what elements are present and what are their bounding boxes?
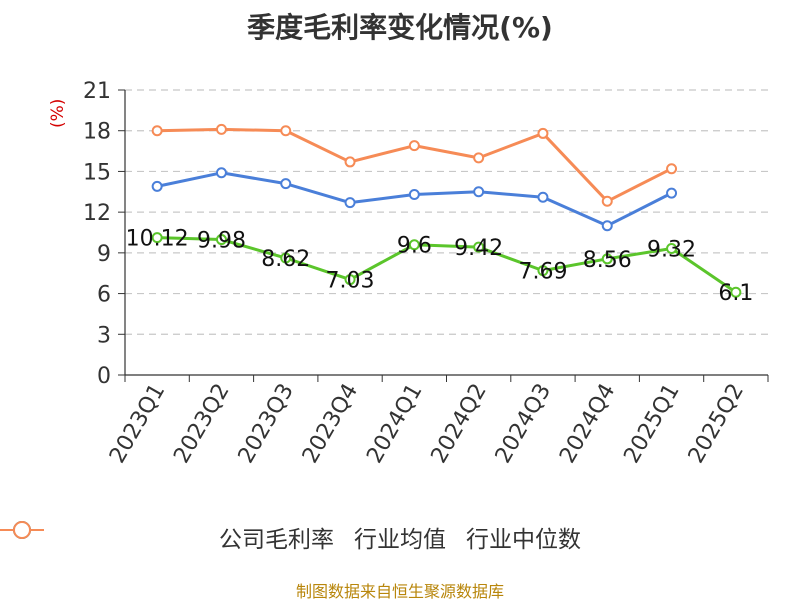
x-tick-label: 2023Q2 bbox=[169, 380, 234, 468]
data-label: 6.1 bbox=[718, 281, 753, 306]
y-tick-label: 21 bbox=[83, 79, 111, 104]
data-label: 10.12 bbox=[126, 227, 189, 252]
y-tick-label: 6 bbox=[97, 283, 111, 308]
data-point bbox=[151, 232, 163, 244]
data-point bbox=[215, 234, 227, 246]
data-point bbox=[473, 186, 485, 198]
data-point bbox=[473, 152, 485, 164]
data-point bbox=[344, 197, 356, 209]
legend: 公司毛利率 行业均值 行业中位数 bbox=[0, 520, 800, 554]
y-tick-label: 0 bbox=[97, 364, 111, 389]
data-point bbox=[280, 252, 292, 264]
data-point bbox=[151, 180, 163, 192]
y-tick-label: 9 bbox=[97, 242, 111, 267]
data-point bbox=[537, 265, 549, 277]
data-point bbox=[344, 274, 356, 286]
legend-label: 行业中位数 bbox=[466, 527, 581, 553]
data-point bbox=[408, 140, 420, 152]
y-tick-label: 15 bbox=[83, 160, 111, 185]
x-tick-label: 2025Q1 bbox=[619, 380, 684, 468]
data-label: 7.03 bbox=[326, 269, 375, 294]
x-tick-label: 2023Q3 bbox=[234, 380, 299, 468]
legend-item-company[interactable]: 公司毛利率 bbox=[0, 520, 334, 554]
data-source-note: 制图数据来自恒生聚源数据库 bbox=[295, 582, 504, 601]
data-point bbox=[408, 189, 420, 200]
data-point bbox=[473, 241, 485, 253]
data-point bbox=[215, 123, 227, 135]
data-label: 8.56 bbox=[583, 248, 632, 273]
data-point bbox=[666, 243, 678, 255]
data-label: 9.6 bbox=[397, 234, 432, 259]
data-point bbox=[601, 195, 613, 207]
data-point bbox=[408, 239, 420, 251]
data-point bbox=[601, 253, 613, 265]
data-point bbox=[537, 191, 549, 203]
series-line bbox=[157, 236, 737, 294]
data-point bbox=[280, 178, 292, 190]
y-tick-label: 3 bbox=[97, 323, 111, 348]
x-tick-label: 2024Q2 bbox=[427, 380, 492, 468]
data-point bbox=[280, 125, 292, 137]
y-tick-label: 12 bbox=[83, 201, 111, 226]
data-label: 8.62 bbox=[261, 247, 310, 272]
data-label: 9.98 bbox=[197, 229, 246, 254]
x-tick-label: 2024Q4 bbox=[555, 380, 620, 468]
data-point bbox=[666, 163, 678, 175]
legend-label: 行业均值 bbox=[354, 527, 446, 553]
data-label: 9.32 bbox=[647, 238, 696, 263]
data-point bbox=[151, 125, 163, 137]
legend-item-industry-median[interactable]: 行业中位数 bbox=[0, 520, 581, 554]
x-tick-label: 2023Q4 bbox=[298, 380, 363, 468]
legend-label: 公司毛利率 bbox=[219, 527, 334, 553]
data-point bbox=[537, 127, 549, 139]
x-tick-label: 2024Q1 bbox=[362, 380, 427, 468]
data-point bbox=[666, 187, 678, 199]
x-tick-label: 2023Q1 bbox=[105, 380, 170, 468]
data-point bbox=[344, 156, 356, 168]
data-label: 7.69 bbox=[518, 260, 567, 285]
data-point bbox=[215, 167, 227, 179]
data-point bbox=[730, 286, 742, 298]
legend-marker-industry-median bbox=[0, 521, 44, 539]
x-tick-label: 2024Q3 bbox=[491, 380, 556, 468]
legend-item-industry-mean[interactable]: 行业均值 bbox=[0, 520, 446, 554]
y-tick-label: 18 bbox=[83, 120, 111, 145]
data-label: 9.42 bbox=[454, 236, 503, 261]
x-tick-label: 2025Q2 bbox=[684, 380, 749, 468]
data-point bbox=[601, 220, 613, 232]
chart-title: 季度毛利率变化情况(%) bbox=[247, 11, 553, 44]
